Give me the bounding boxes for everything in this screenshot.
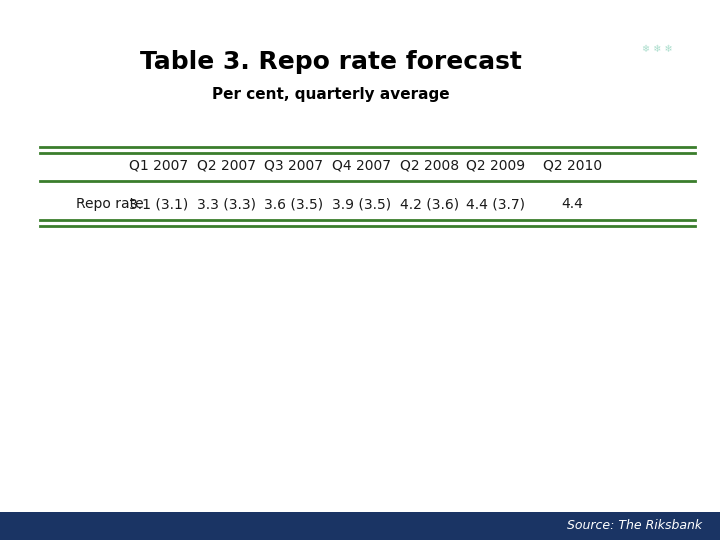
Text: Repo rate: Repo rate (76, 197, 143, 211)
Text: Q3 2007: Q3 2007 (264, 159, 323, 173)
Text: 4.4: 4.4 (562, 197, 583, 211)
Text: SVERIGES: SVERIGES (636, 70, 678, 79)
Text: Q2 2007: Q2 2007 (197, 159, 256, 173)
Text: ❄ ❄ ❄: ❄ ❄ ❄ (642, 44, 672, 55)
Text: Table 3. Repo rate forecast: Table 3. Repo rate forecast (140, 50, 522, 74)
Text: Q1 2007: Q1 2007 (129, 159, 188, 173)
Text: 3.9 (3.5): 3.9 (3.5) (332, 197, 391, 211)
Bar (0, 512, 720, 540)
Text: 3.1 (3.1): 3.1 (3.1) (129, 197, 188, 211)
Text: Q2 2009: Q2 2009 (466, 159, 525, 173)
Text: Q2 2008: Q2 2008 (400, 159, 459, 173)
Text: Source: The Riksbank: Source: The Riksbank (567, 519, 702, 532)
Text: Per cent, quarterly average: Per cent, quarterly average (212, 87, 450, 102)
Text: 3.3 (3.3): 3.3 (3.3) (197, 197, 256, 211)
Text: Q2 2010: Q2 2010 (543, 159, 602, 173)
Text: 3.6 (3.5): 3.6 (3.5) (264, 197, 323, 211)
Text: RIKSBANK: RIKSBANK (635, 86, 679, 96)
Text: Q4 2007: Q4 2007 (332, 159, 391, 173)
Text: 4.4 (3.7): 4.4 (3.7) (466, 197, 525, 211)
Text: 4.2 (3.6): 4.2 (3.6) (400, 197, 459, 211)
